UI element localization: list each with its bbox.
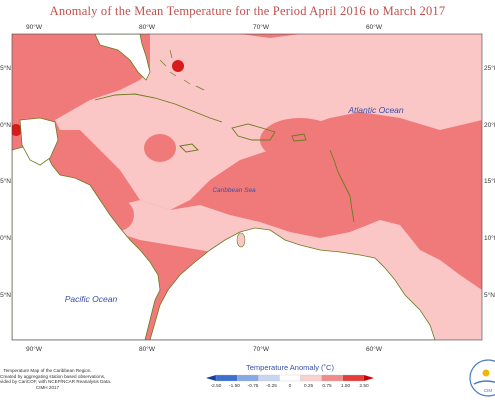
footer-line: CIMH 2017 <box>35 384 60 390</box>
sun-icon <box>482 369 490 377</box>
lat-tick-left: 0°N <box>0 234 11 242</box>
longitude-ticks-bottom: 90°W 80°W 70°W 60°W <box>26 345 383 353</box>
lon-tick-top: 60°W <box>366 23 383 31</box>
land-florida <box>94 34 151 81</box>
atlantic-ocean-label: Atlantic Ocean <box>347 105 404 115</box>
legend-tick-label: -2.50 <box>211 383 222 389</box>
lon-tick-top: 90°W <box>26 23 43 31</box>
land-jamaica <box>179 143 199 153</box>
lat-tick-right: 20°N <box>484 121 495 129</box>
lake-maracaibo <box>236 232 246 248</box>
legend-colorbar: -2.50 -1.50 -0.75 -0.25 0 0.25 0.75 1.50 2.50 <box>206 374 374 389</box>
land-bahamas <box>159 49 205 91</box>
lat-tick-right: 5°N <box>484 291 495 299</box>
legend-swatch <box>215 374 238 382</box>
anomaly-zone-mid-caribbean <box>302 181 358 209</box>
map-title: Anomaly of the Mean Temperature for the … <box>49 4 446 18</box>
lat-tick-right: 25°N <box>484 64 495 72</box>
legend-title: Temperature Anomaly (˚C) <box>246 363 334 372</box>
lon-tick-bottom: 90°W <box>26 345 43 353</box>
legend-swatch <box>279 374 301 382</box>
longitude-ticks-top: 90°W 80°W 70°W 60°W <box>26 23 383 31</box>
footer-line: Created by aggregating station based obs… <box>0 373 106 379</box>
lon-tick-top: 70°W <box>253 23 270 31</box>
anomaly-zone-high-yucatan <box>12 124 22 136</box>
legend-swatch <box>236 374 259 382</box>
land-hispaniola <box>231 123 276 141</box>
legend-tick-label: 0.25 <box>304 383 314 389</box>
map-frame <box>11 33 483 341</box>
caribbean-sea-label: Caribbean Sea <box>212 187 256 194</box>
land-lesser-antilles <box>329 149 355 223</box>
lon-tick-top: 80°W <box>139 23 156 31</box>
footer-line: vided by CariCOF, with NCEP/NCAR Reanaly… <box>0 379 112 385</box>
lat-tick-left: 5°N <box>0 177 11 185</box>
anomaly-zone-high-bahamas <box>172 60 184 72</box>
lat-tick-right: 15°N <box>484 177 495 185</box>
land-cuba <box>94 93 223 123</box>
legend-tick-label: -0.75 <box>248 383 259 389</box>
anomaly-zone-mid-central <box>144 134 176 162</box>
pacific-ocean-label: Pacific Ocean <box>65 294 118 304</box>
land-mexico-central-america <box>12 144 161 340</box>
legend-tick-label: -1.50 <box>229 383 240 389</box>
latitude-ticks-right: 25°N 20°N 15°N 10°N 5°N <box>484 64 495 299</box>
lon-tick-bottom: 60°W <box>366 345 383 353</box>
legend-arrow-low <box>206 375 216 381</box>
footer-credits: Temperature Map of the Caribbean Region.… <box>0 368 112 390</box>
lat-tick-left: 0°N <box>0 121 11 129</box>
lat-tick-left: 5°N <box>0 64 11 72</box>
legend-arrow-high <box>364 375 374 381</box>
anomaly-zone-mid-east <box>260 118 340 162</box>
legend-swatch <box>342 374 365 382</box>
lon-tick-bottom: 70°W <box>253 345 270 353</box>
legend-tick-label: 1.50 <box>341 383 351 389</box>
latitude-ticks-left: 5°N 0°N 5°N 0°N 5°N <box>0 64 11 299</box>
legend-swatch <box>300 374 322 382</box>
footer-line: Temperature Map of the Caribbean Region. <box>3 368 92 373</box>
lat-tick-left: 5°N <box>0 291 11 299</box>
legend-tick-label: 0.75 <box>322 383 332 389</box>
land-south-america <box>149 227 436 340</box>
anomaly-zone-light-north <box>55 34 482 210</box>
legend-tick-label: 2.50 <box>359 383 369 389</box>
legend-swatch <box>321 374 344 382</box>
land-puerto-rico <box>291 133 307 142</box>
lon-tick-bottom: 80°W <box>139 345 156 353</box>
legend-tick-label: 0 <box>289 383 292 389</box>
lat-tick-right: 10°N <box>484 234 495 242</box>
cimh-logo: CIM <box>469 359 495 397</box>
legend-tick-label: -0.25 <box>266 383 277 389</box>
logo-text: CIM <box>484 388 493 393</box>
land-yucatan <box>19 117 59 166</box>
legend-swatch <box>258 374 280 382</box>
